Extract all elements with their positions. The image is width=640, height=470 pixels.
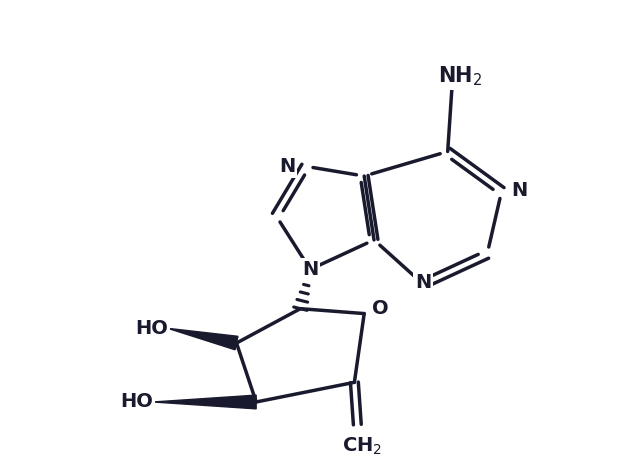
Text: N: N xyxy=(279,157,296,176)
Text: HO: HO xyxy=(120,392,153,412)
Text: CH$_2$: CH$_2$ xyxy=(342,436,382,457)
Text: NH$_2$: NH$_2$ xyxy=(438,64,483,88)
Text: N: N xyxy=(511,181,528,200)
Text: N: N xyxy=(302,260,318,279)
Polygon shape xyxy=(153,395,256,409)
Text: HO: HO xyxy=(135,319,168,338)
Text: N: N xyxy=(415,273,431,292)
Text: O: O xyxy=(372,299,388,318)
Polygon shape xyxy=(168,329,238,350)
